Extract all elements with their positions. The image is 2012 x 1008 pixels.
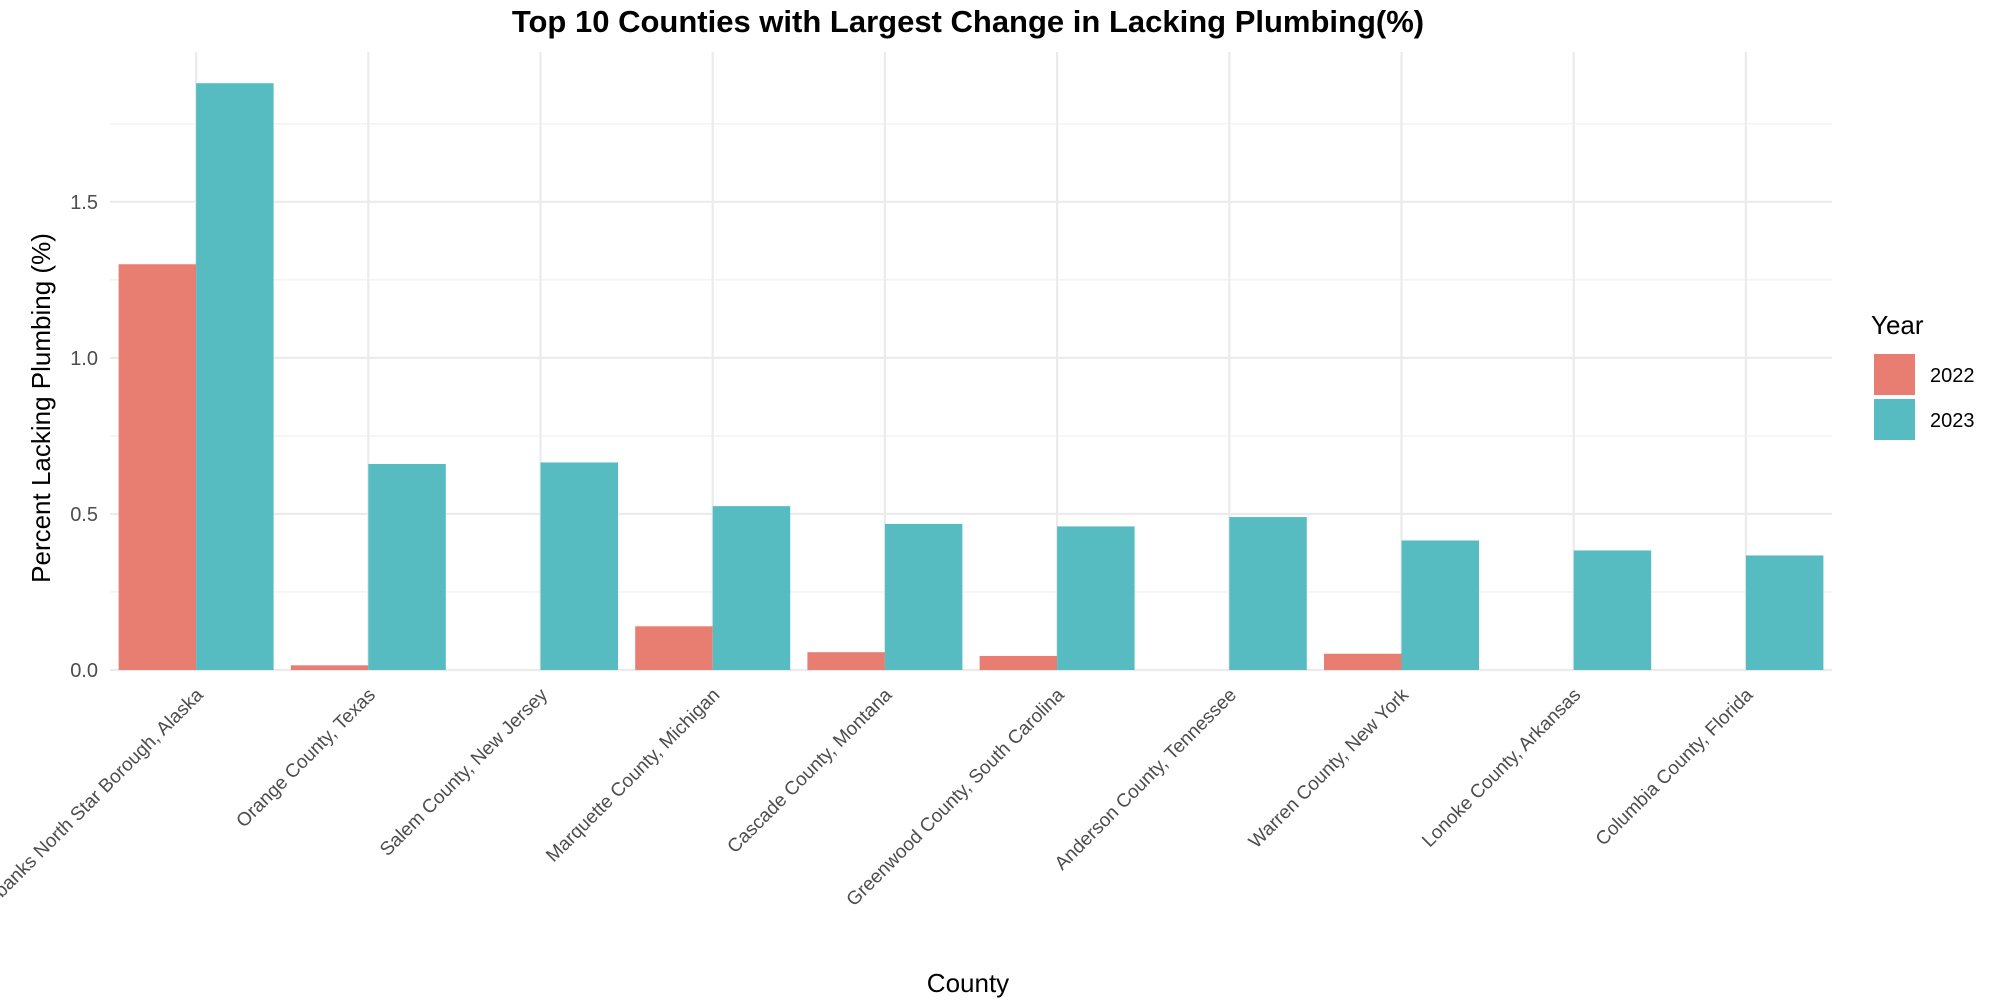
bar-2023-3 [540,462,618,670]
bar-2022-8 [1324,653,1402,670]
x-tick-label: Cascade County, Montana [724,684,897,857]
bar-2023-5 [884,523,963,670]
x-tick-label: Marquette County, Michigan [542,685,724,867]
legend-key-2022 [1874,354,1915,395]
x-axis-title: County [927,968,1009,998]
bar-2022-6 [979,655,1058,670]
x-tick-label: Columbia County, Florida [1592,684,1758,850]
bar-2023-7 [1229,517,1307,670]
bar-2022-4 [635,626,713,670]
chart-title: Top 10 Counties with Largest Change in L… [512,4,1424,39]
legend: Year 2022 2023 [1871,310,1975,440]
y-tick-label: 1.5 [70,192,98,214]
x-tick-label: Lonoke County, Arkansas [1418,685,1585,852]
bar-2023-6 [1057,526,1135,670]
bar-2023-1 [196,83,274,671]
y-axis-title: Percent Lacking Plumbing (%) [26,233,56,583]
bar-2023-10 [1745,555,1824,670]
x-tick-label: Fairbanks North Star Borough, Alaska [0,684,208,925]
x-tick-label: Warren County, New York [1245,684,1413,852]
legend-key-2023 [1874,399,1915,440]
bar-2022-2 [290,665,369,670]
bar-2023-8 [1401,540,1479,670]
bar-2022-5 [807,652,885,670]
bar-2023-2 [368,464,446,670]
legend-label-2022: 2022 [1930,365,1975,387]
x-tick-label: Orange County, Texas [233,685,380,832]
bar-2023-9 [1573,550,1652,670]
legend-label-2023: 2023 [1930,410,1975,432]
x-axis-ticks: Fairbanks North Star Borough, Alaska Oran… [0,684,1758,925]
bar-2022-1 [118,264,197,670]
x-tick-label: Salem County, New Jersey [376,684,552,860]
bar-2023-4 [712,506,791,670]
y-tick-label: 1.0 [70,348,98,370]
y-axis-ticks: 0.0 0.5 1.0 1.5 [70,192,98,682]
legend-title: Year [1871,310,1924,340]
y-tick-label: 0.5 [70,504,98,526]
x-tick-label: Anderson County, Tennessee [1051,685,1241,875]
y-tick-label: 0.0 [70,660,98,682]
bars [118,83,1824,671]
